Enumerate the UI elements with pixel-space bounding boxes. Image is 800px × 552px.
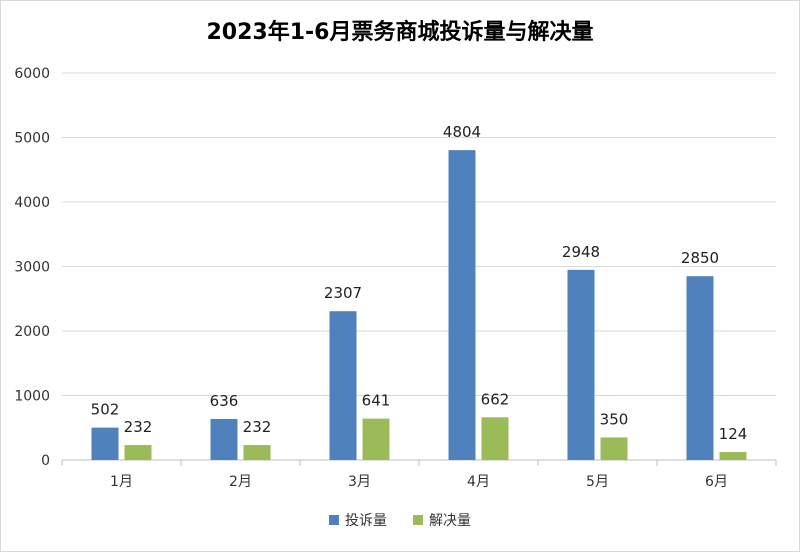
bar-resolved [243,445,271,460]
legend-swatch-resolved [413,515,423,525]
data-label: 2307 [324,284,362,302]
x-tick-label: 6月 [705,474,728,490]
legend-swatch-complaints [329,515,339,525]
y-tick-label: 0 [41,453,50,469]
data-label: 662 [481,390,510,408]
bar-resolved [600,437,628,460]
bar-complaints [448,150,476,460]
bar-resolved [481,417,509,460]
x-tick-label: 3月 [348,474,371,490]
data-label: 4804 [443,123,481,141]
bar-resolved [719,452,747,460]
y-tick-label: 6000 [14,66,50,82]
data-label: 232 [243,418,272,436]
data-label: 636 [210,392,239,410]
legend-item-complaints: 投诉量 [329,510,387,530]
data-label: 502 [91,401,120,419]
bar-complaints [686,276,714,460]
y-tick-label: 4000 [14,195,50,211]
data-label: 124 [719,425,748,443]
bar-complaints [91,427,119,460]
bar-complaints [329,311,357,460]
data-label: 232 [124,418,153,436]
chart-title: 2023年1-6月票务商城投诉量与解决量 [206,20,594,45]
x-tick-label: 1月 [110,474,133,490]
bar-complaints [567,269,595,460]
bar-resolved [362,418,390,460]
y-tick-label: 5000 [14,131,50,147]
x-tick-label: 5月 [586,474,609,490]
bar-resolved [124,445,152,460]
y-tick-label: 2000 [14,324,50,340]
data-label: 641 [362,392,391,410]
data-label: 2948 [562,243,600,261]
bar-complaints [210,418,238,460]
legend-item-resolved: 解决量 [413,510,471,530]
legend-label-complaints: 投诉量 [345,513,387,529]
data-label: 350 [600,410,629,428]
y-tick-label: 3000 [14,260,50,276]
legend-label-resolved: 解决量 [429,513,471,529]
legend: 投诉量 解决量 [0,510,800,530]
data-label: 2850 [681,249,719,267]
x-tick-label: 4月 [467,474,490,490]
x-tick-label: 2月 [229,474,252,490]
y-tick-label: 1000 [14,389,50,405]
